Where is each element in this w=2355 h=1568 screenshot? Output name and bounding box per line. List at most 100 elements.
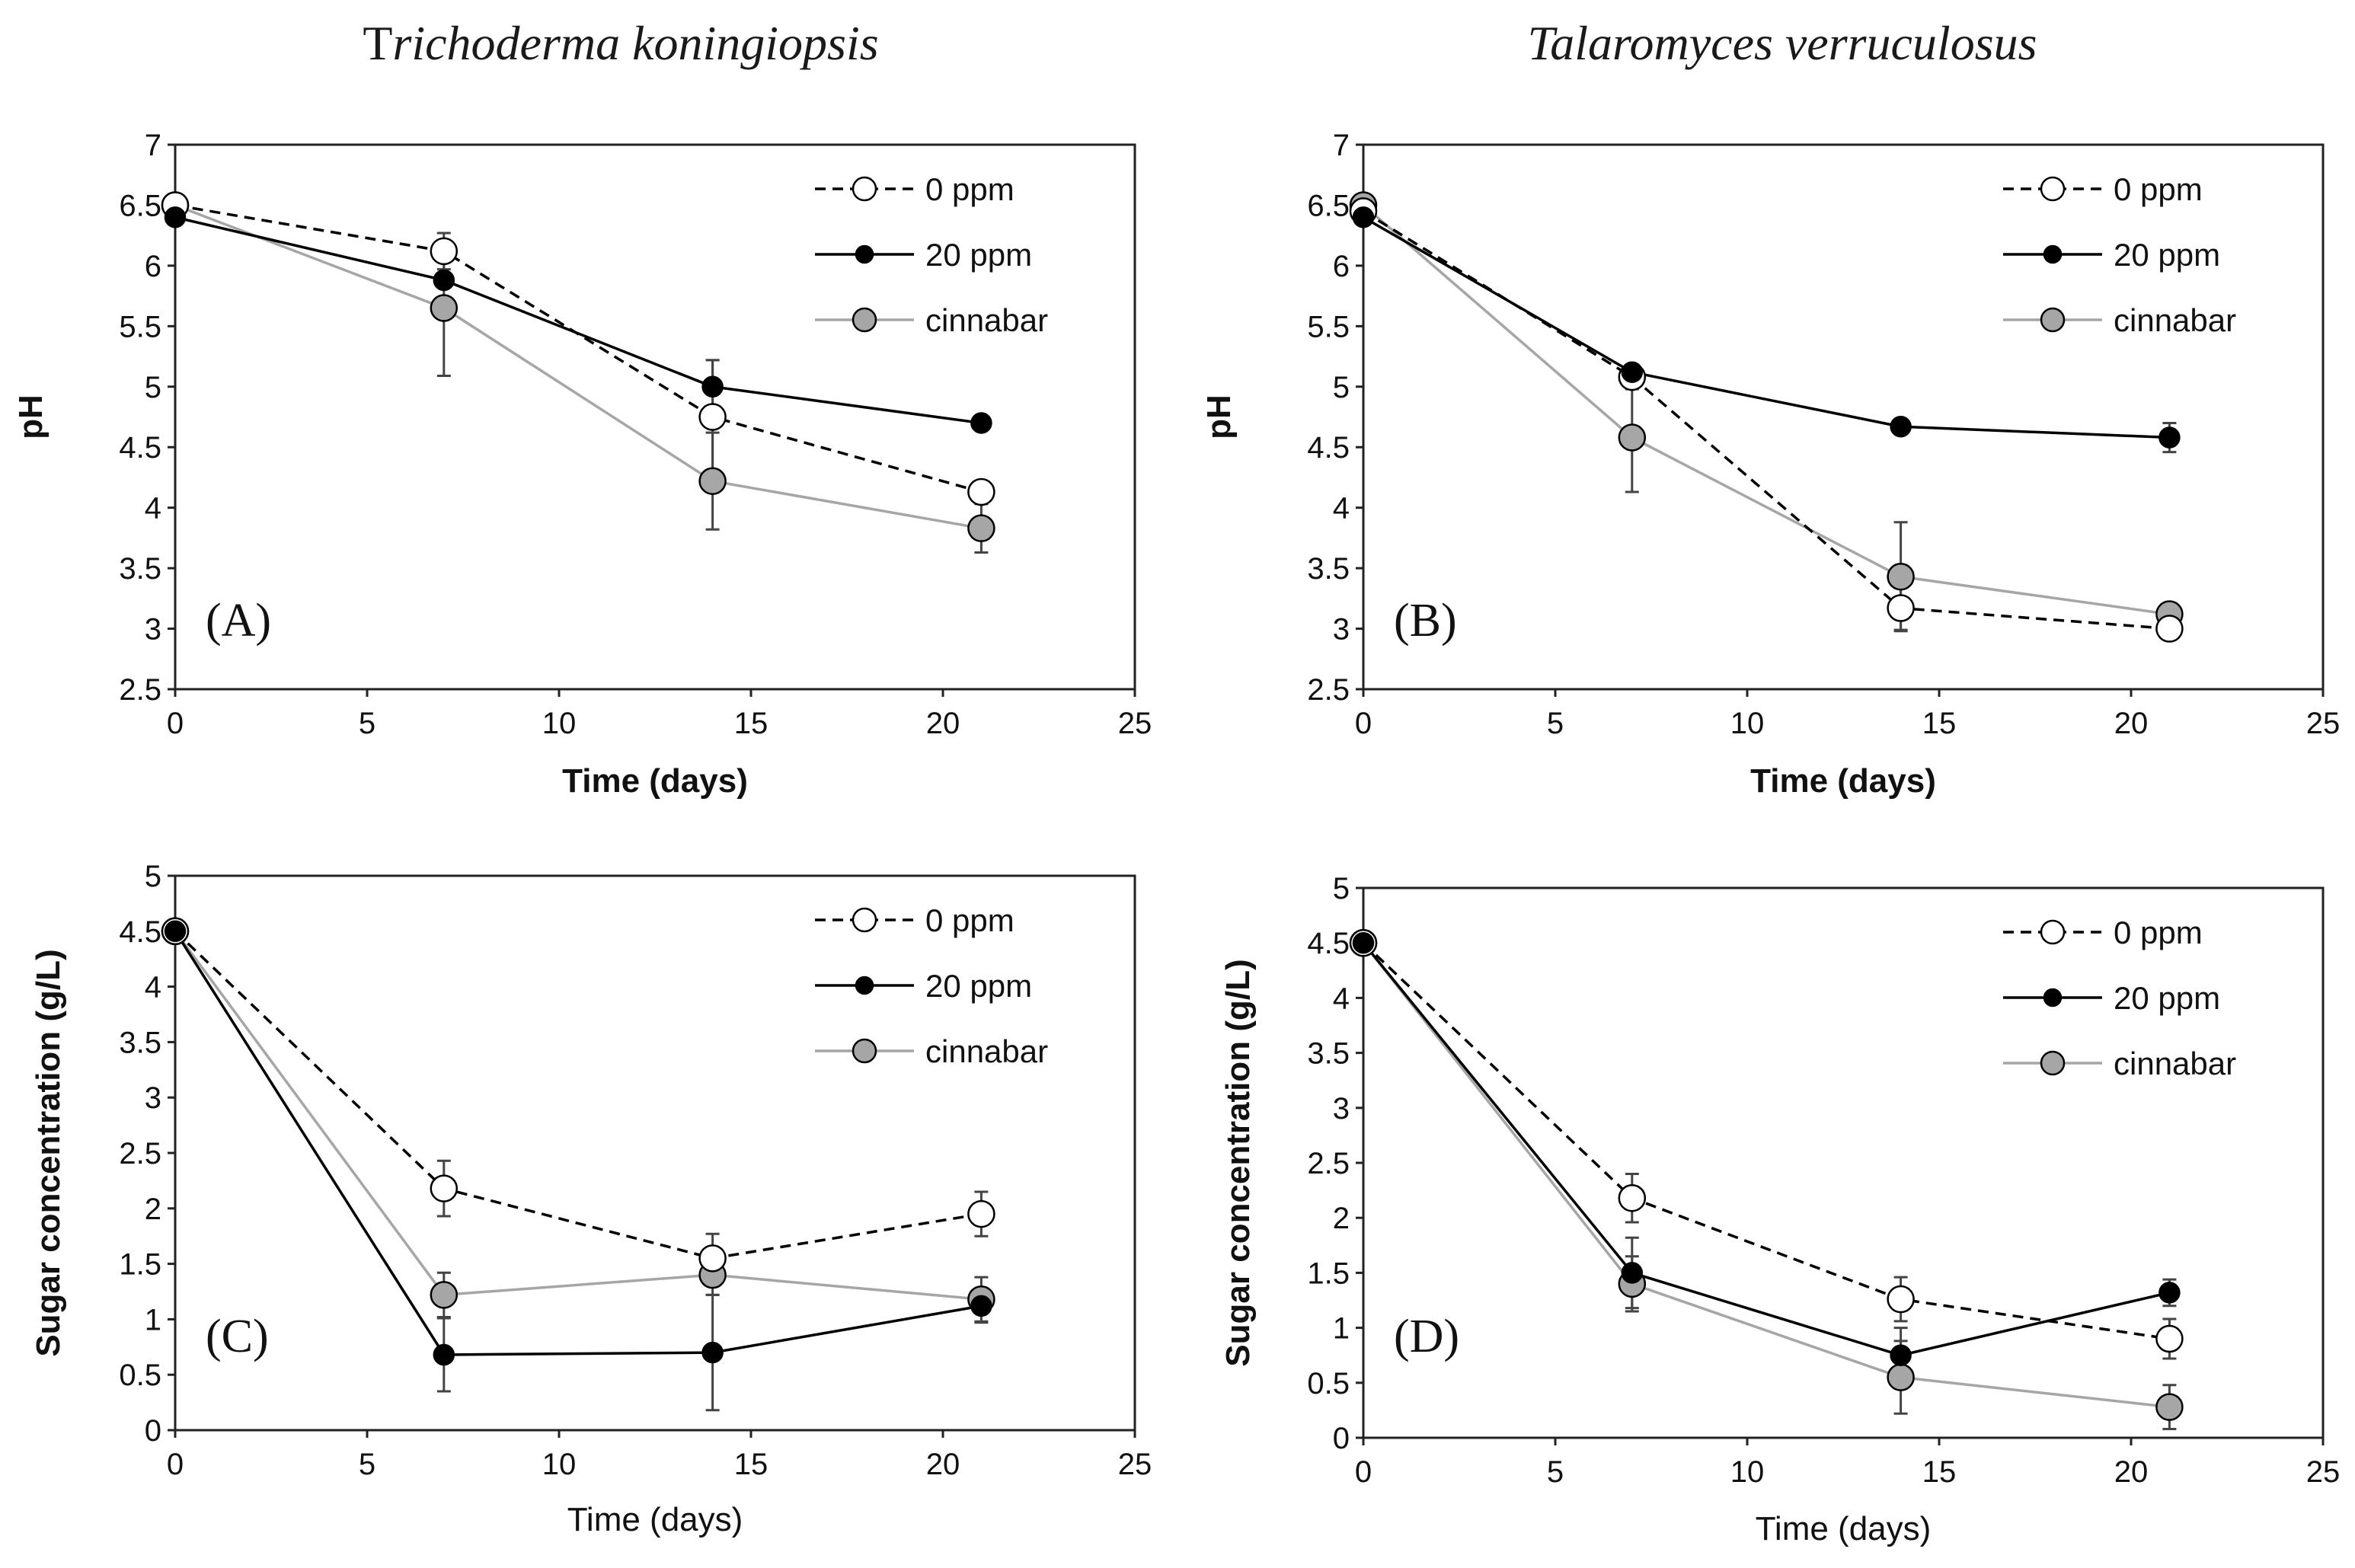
legend-swatch-marker-20-ppm bbox=[855, 244, 874, 264]
data-point-cinnabar bbox=[1887, 562, 1915, 591]
x-axis-label: Time (days) bbox=[562, 762, 748, 800]
x-tick-label: 25 bbox=[1118, 1448, 1152, 1481]
legend-swatch-marker-0-ppm bbox=[2040, 176, 2066, 202]
data-point-cinnabar bbox=[698, 467, 727, 495]
data-point-20-ppm bbox=[2158, 426, 2181, 449]
y-tick-label: 7 bbox=[145, 129, 161, 162]
y-tick-label: 1 bbox=[145, 1303, 161, 1336]
x-tick-label: 5 bbox=[359, 1448, 375, 1481]
data-point-0-ppm bbox=[430, 1174, 459, 1202]
x-tick-label: 5 bbox=[1547, 1455, 1564, 1489]
x-tick-label: 0 bbox=[1355, 1455, 1372, 1489]
x-tick-label: 10 bbox=[542, 707, 577, 740]
x-tick-label: 20 bbox=[2114, 1455, 2149, 1489]
data-point-20-ppm bbox=[701, 1341, 724, 1364]
y-tick-label: 0 bbox=[145, 1414, 161, 1448]
y-tick-label: 2.5 bbox=[119, 673, 161, 707]
data-point-20-ppm bbox=[164, 206, 187, 228]
x-tick-label: 20 bbox=[926, 707, 960, 740]
data-point-0-ppm bbox=[2155, 615, 2184, 643]
x-tick-label: 15 bbox=[734, 1448, 768, 1481]
y-tick-label: 3 bbox=[1333, 613, 1350, 647]
y-tick-label: 3 bbox=[145, 613, 161, 647]
y-tick-label: 3 bbox=[1333, 1092, 1350, 1126]
x-tick-label: 0 bbox=[1355, 707, 1372, 740]
x-axis-label: Time (days) bbox=[1750, 762, 1936, 800]
panel-label: (C) bbox=[206, 1311, 269, 1362]
y-tick-label: 5 bbox=[1333, 371, 1350, 404]
data-point-20-ppm bbox=[1352, 931, 1375, 954]
x-tick-label: 15 bbox=[1922, 1455, 1957, 1489]
y-tick-label: 4 bbox=[145, 971, 161, 1004]
data-point-20-ppm bbox=[164, 920, 187, 943]
panel-label: (B) bbox=[1394, 595, 1457, 647]
legend-entry-cinnabar: cinnabar bbox=[925, 1033, 1048, 1069]
legend-swatch-marker-20-ppm bbox=[855, 976, 874, 995]
y-tick-label: 5.5 bbox=[1307, 310, 1350, 343]
panel-label: (A) bbox=[206, 595, 271, 647]
x-axis-label: Time (days) bbox=[1756, 1510, 1932, 1547]
y-tick-label: 4.5 bbox=[1307, 431, 1350, 465]
data-point-cinnabar bbox=[430, 294, 459, 322]
y-axis-label: pH bbox=[12, 394, 50, 439]
series-line-20-ppm bbox=[1363, 216, 2170, 439]
y-tick-label: 0 bbox=[1333, 1422, 1350, 1455]
column-title-right: Talaromyces verruculosus bbox=[1528, 16, 2037, 70]
y-tick-label: 5 bbox=[145, 371, 161, 404]
y-tick-label: 3 bbox=[145, 1081, 161, 1115]
legend-entry-cinnabar: cinnabar bbox=[2114, 302, 2236, 338]
y-tick-label: 1.5 bbox=[1307, 1257, 1350, 1290]
data-point-0-ppm bbox=[967, 1199, 995, 1228]
legend-entry-20-ppm: 20 ppm bbox=[2114, 980, 2220, 1016]
data-point-cinnabar bbox=[430, 1281, 459, 1309]
panel-label: (D) bbox=[1394, 1311, 1459, 1362]
legend-entry-20-ppm: 20 ppm bbox=[925, 968, 1032, 1004]
legend-swatch-marker-0-ppm bbox=[2040, 919, 2066, 945]
legend-entry-0-ppm: 0 ppm bbox=[2114, 915, 2203, 950]
series-line-cinnabar bbox=[174, 930, 982, 1301]
chart-panel-b: 2.5 3 3.5 4 4.5 5 5.5 6 6.5 7 0 5 10 15 20 25 Time (days… bbox=[1200, 129, 2340, 800]
legend-entry-20-ppm: 20 ppm bbox=[2114, 237, 2220, 273]
series-line-20-ppm bbox=[174, 930, 982, 1356]
data-point-0-ppm bbox=[2155, 1324, 2184, 1353]
plot-area-frame bbox=[174, 143, 1136, 691]
plot-area-frame bbox=[174, 874, 1136, 1432]
chart-panel-c: 0 0.5 1 1.5 2 2.5 3 3.5 4 4.5 5 0 5 10 15 20 25 Time (day… bbox=[30, 860, 1152, 1538]
y-tick-label: 6.5 bbox=[1307, 189, 1350, 222]
data-point-0-ppm bbox=[430, 237, 459, 266]
y-tick-label: 5.5 bbox=[119, 310, 161, 343]
x-tick-label: 25 bbox=[1118, 707, 1152, 740]
x-tick-label: 20 bbox=[926, 1448, 960, 1481]
y-tick-label: 2.5 bbox=[119, 1137, 161, 1170]
y-tick-label: 4.5 bbox=[119, 431, 161, 465]
data-point-20-ppm bbox=[1890, 415, 1912, 438]
series-line-cinnabar bbox=[1362, 204, 2170, 616]
y-axis-label: Sugar concentration (g/L) bbox=[1219, 959, 1257, 1366]
x-tick-label: 10 bbox=[542, 1448, 577, 1481]
y-tick-label: 6 bbox=[145, 250, 161, 283]
y-tick-label: 6 bbox=[1333, 250, 1350, 283]
x-tick-label: 25 bbox=[2306, 1455, 2341, 1489]
data-point-20-ppm bbox=[1352, 206, 1375, 228]
y-axis-label: Sugar concentration (g/L) bbox=[30, 949, 67, 1356]
data-point-20-ppm bbox=[1890, 1344, 1912, 1366]
legend-swatch-marker-cinnabar bbox=[852, 307, 877, 333]
x-axis-label: Time (days) bbox=[567, 1501, 743, 1538]
data-point-20-ppm bbox=[970, 412, 992, 434]
x-tick-label: 10 bbox=[1730, 707, 1765, 740]
chart-panel-a: 2.5 3 3.5 4 4.5 5 5.5 6 6.5 7 0 5 10 15 20 25 Time (days… bbox=[12, 129, 1152, 800]
y-tick-label: 2 bbox=[145, 1193, 161, 1226]
chart-panel-d: 0 0.5 1 1.5 2 2.5 3 3.5 4 4.5 5 0 5 10 15 20 25 Time (day… bbox=[1219, 872, 2340, 1547]
data-point-20-ppm bbox=[433, 1343, 455, 1366]
y-tick-label: 5 bbox=[145, 860, 161, 893]
y-tick-label: 2.5 bbox=[1307, 673, 1350, 707]
x-tick-label: 5 bbox=[359, 707, 375, 740]
data-point-0-ppm bbox=[1618, 1183, 1647, 1212]
legend-swatch-marker-0-ppm bbox=[852, 176, 877, 202]
legend-swatch-marker-20-ppm bbox=[2043, 988, 2063, 1008]
column-title-left: Trichoderma koningiopsis bbox=[363, 16, 878, 70]
series-line-20-ppm bbox=[174, 216, 982, 425]
data-point-20-ppm bbox=[1621, 1262, 1644, 1284]
legend-swatch-marker-cinnabar bbox=[2040, 1050, 2066, 1076]
